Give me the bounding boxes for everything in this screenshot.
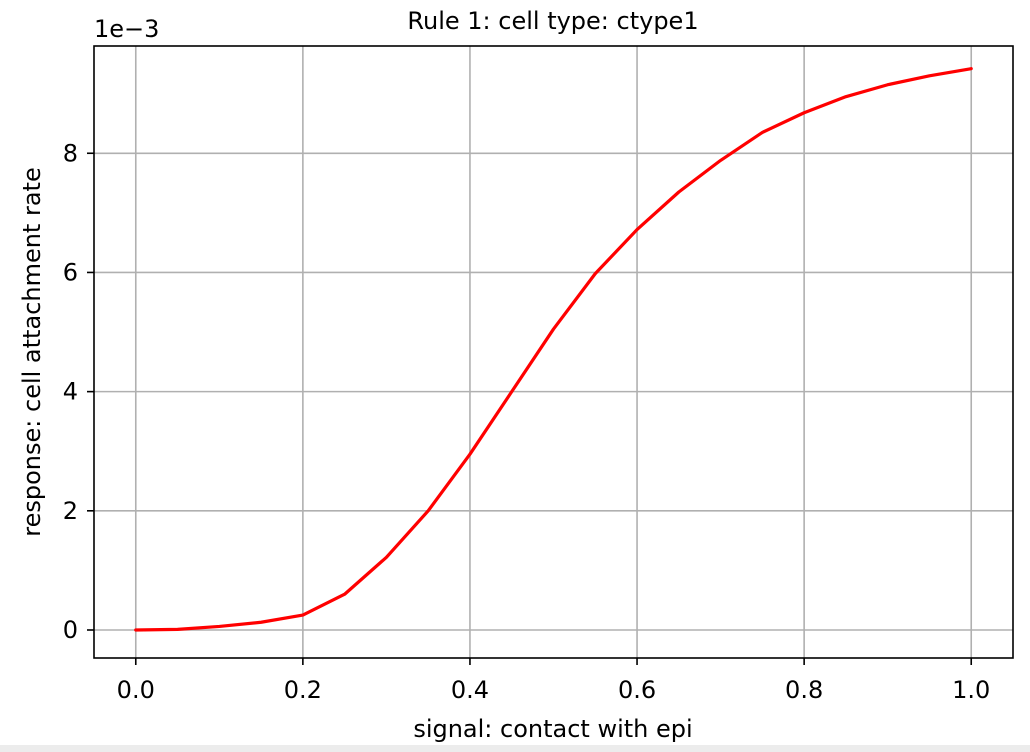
x-tick-label: 0.4 [451, 676, 489, 704]
series-layer [134, 67, 973, 632]
x-tick-label: 1.0 [952, 676, 990, 704]
y-offset-label: 1e−3 [94, 15, 159, 43]
grid-lines [94, 46, 1013, 658]
y-tick-label: 6 [63, 258, 78, 286]
x-tick-label: 0.0 [117, 676, 155, 704]
chart-title: Rule 1: cell type: ctype1 [407, 7, 698, 35]
x-tick-label: 0.6 [618, 676, 656, 704]
x-axis-label: signal: contact with epi [413, 715, 692, 743]
plot-frame [93, 45, 1014, 659]
y-axis-label: response: cell attachment rate [18, 167, 46, 536]
x-tick-label: 0.2 [284, 676, 322, 704]
tick-layer: 0.0 0.2 0.4 0.6 0.8 1.0 0 2 4 6 8 [63, 139, 991, 704]
y-tick-label: 0 [63, 616, 78, 644]
series-line [134, 67, 973, 632]
bottom-strip [0, 745, 1030, 752]
y-tick-label: 4 [63, 378, 78, 406]
x-tick-label: 0.8 [785, 676, 823, 704]
y-tick-label: 2 [63, 497, 78, 525]
plot-area [94, 46, 1013, 658]
y-tick-label: 8 [63, 139, 78, 167]
